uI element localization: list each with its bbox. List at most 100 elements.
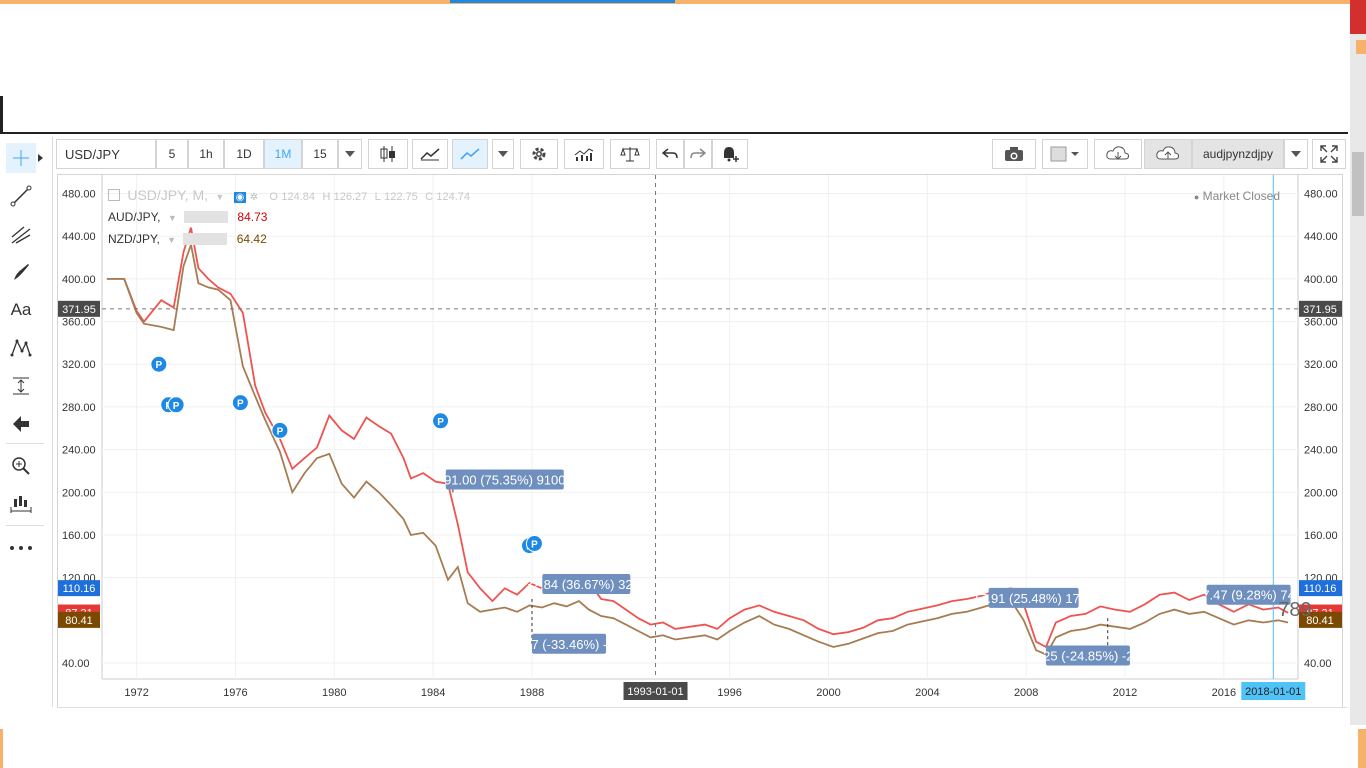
more-tools-button[interactable] (6, 533, 36, 563)
redo-button[interactable] (684, 139, 712, 169)
chart-toolbar: USD/JPY 5 1h 1D 1M 15 (56, 137, 1346, 172)
status-dot-icon: ● (1193, 192, 1200, 202)
text-aa-icon: Aa (10, 300, 32, 319)
chart-pane[interactable]: 480.00 480.00 440.00 440.00 400.00 400.00 360.… (57, 174, 1343, 708)
chart-name-dropdown[interactable] (1284, 139, 1308, 169)
crosshair-tool[interactable] (6, 143, 36, 173)
interval-1m-button[interactable]: 1M (264, 139, 302, 169)
page-bottom-accent (1358, 729, 1366, 768)
scrollbar-thumb[interactable] (1352, 152, 1364, 216)
partial-value-label: 789 (1278, 599, 1311, 621)
chart-style-line-button[interactable] (452, 139, 488, 169)
measure-badge[interactable] (532, 633, 607, 654)
measure-badge[interactable] (1045, 645, 1130, 666)
chevron-down-icon[interactable]: ▼ (167, 213, 177, 223)
dividend-marker[interactable] (271, 421, 289, 439)
y-tick-label-left: 480.00 (62, 189, 96, 201)
measure-badge[interactable] (542, 574, 631, 595)
compare-button[interactable] (610, 139, 650, 169)
ohlc-close-label: C (425, 191, 434, 203)
gear-icon[interactable]: ✲ (249, 192, 259, 203)
chart-canvas[interactable]: 480.00 480.00 440.00 440.00 400.00 400.00 360.… (58, 175, 1342, 707)
series-controls-icon[interactable] (184, 211, 229, 223)
x-tick-label: 2016 (1212, 687, 1236, 699)
x-tick-label: 1972 (124, 687, 148, 699)
measure-tool[interactable] (6, 371, 36, 401)
y-tick-label-left: 360.00 (62, 317, 96, 329)
trend-line-tool[interactable] (6, 181, 36, 211)
y-tick-label-right: 360.00 (1304, 317, 1338, 329)
layout-button[interactable] (1042, 139, 1088, 169)
interval-1d-button[interactable]: 1D (224, 139, 264, 169)
drawings-manager-tool[interactable] (6, 489, 36, 519)
y-tick-label-left: 320.00 (62, 359, 96, 371)
y-tick-label-left: 200.00 (62, 487, 96, 499)
snapshot-button[interactable] (992, 139, 1036, 169)
save-chart-button[interactable] (1144, 139, 1192, 169)
load-chart-button[interactable] (1094, 139, 1142, 169)
y-tick-label-left: 400.00 (62, 274, 96, 286)
alert-bell-icon (724, 147, 739, 162)
page-scrollbar[interactable] (1350, 0, 1366, 768)
chevron-down-icon (498, 151, 508, 157)
left-edge (0, 96, 3, 134)
ohlc-low: 122.75 (384, 191, 418, 203)
chart-style-candles-button[interactable] (368, 139, 408, 169)
chart-name-field[interactable]: audjpynzdjpy (1192, 139, 1284, 169)
x-tick-label: 1976 (223, 687, 247, 699)
toolbar-divider (6, 525, 44, 526)
chevron-down-icon (1291, 151, 1301, 157)
settings-button[interactable] (520, 139, 558, 169)
zoom-tool[interactable] (6, 451, 36, 481)
pattern-tool[interactable] (6, 333, 36, 363)
series-controls-icon[interactable] (183, 233, 228, 245)
chart-style-dropdown-button[interactable] (492, 139, 514, 169)
crosshair-date-label: 1993-01-01 (627, 686, 683, 698)
dividend-marker[interactable] (432, 412, 450, 430)
page-bottom-accent (0, 729, 3, 768)
cloud-upload-icon (1156, 146, 1180, 160)
fib-tool[interactable] (6, 219, 36, 249)
nzd-legend: NZD/JPY, ▼ 64.42 (108, 232, 267, 246)
dividend-marker-label: P (277, 426, 284, 437)
chevron-right-icon[interactable] (38, 154, 44, 162)
alert-button[interactable] (712, 139, 748, 169)
measure-badge[interactable] (988, 587, 1079, 608)
undo-button[interactable] (656, 139, 684, 169)
xabcd-pattern-icon (10, 339, 32, 357)
interval-dropdown-button[interactable] (338, 139, 362, 169)
main-series-legend: USD/JPY, M, ▼ ◉ ✲ O 124.84 H 126.27 L 12… (108, 187, 470, 203)
brush-icon (14, 264, 29, 280)
dividend-marker-label: P (237, 399, 244, 410)
interval-5-button[interactable]: 5 (156, 139, 188, 169)
price-badge-right (1299, 580, 1342, 597)
scrollbar-top-block (1350, 0, 1366, 34)
measure-badge[interactable] (445, 469, 564, 490)
fullscreen-icon (1320, 145, 1338, 163)
dividend-marker[interactable] (525, 534, 543, 552)
symbol-search-input[interactable]: USD/JPY (56, 139, 156, 169)
cloud-download-icon (1106, 146, 1130, 160)
chevron-down-icon[interactable]: ▼ (167, 235, 177, 245)
fullscreen-button[interactable] (1312, 139, 1346, 169)
aud-legend-value: 84.73 (237, 210, 268, 224)
main-symbol-label: USD/JPY, M, (127, 187, 208, 203)
dividend-marker[interactable] (231, 394, 249, 412)
chart-style-area-button[interactable] (412, 139, 448, 169)
dividend-marker-label: P (531, 539, 538, 550)
collapse-legend-icon[interactable] (108, 189, 120, 201)
interval-1h-button[interactable]: 1h (188, 139, 224, 169)
indicators-button[interactable] (564, 139, 604, 169)
eye-icon[interactable]: ◉ (233, 192, 247, 203)
x-tick-label: 2004 (915, 687, 939, 699)
chevron-down-icon[interactable]: ▼ (215, 192, 225, 202)
dividend-marker[interactable] (167, 396, 185, 414)
undo-icon (662, 148, 678, 159)
brush-tool[interactable] (6, 257, 36, 287)
dividend-marker[interactable] (150, 355, 168, 373)
interval-15-button[interactable]: 15 (302, 139, 338, 169)
measure-badge[interactable] (1206, 584, 1291, 605)
hide-toolbar-tool[interactable] (6, 409, 36, 439)
text-tool[interactable]: Aa (6, 295, 36, 325)
more-dots-icon (10, 546, 32, 550)
